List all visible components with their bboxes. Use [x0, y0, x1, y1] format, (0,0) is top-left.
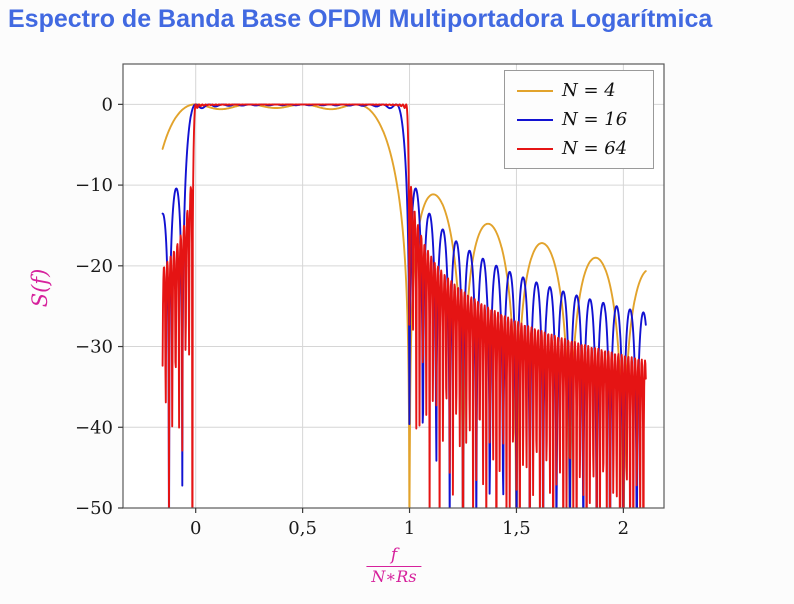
legend-item-n4: N = 4 [517, 80, 645, 101]
legend-item-n64: N = 64 [517, 138, 645, 159]
legend-label-n4: N = 4 [562, 80, 616, 101]
x-tick-label: 1 [404, 518, 415, 539]
x-tick-label: 0,5 [288, 518, 317, 539]
spectrum-curve-N64 [161, 103, 647, 508]
legend-swatch-n64-line [517, 147, 553, 150]
x-tick-label: 1,5 [502, 518, 531, 539]
x-axis-label: f N∗Rs [366, 545, 422, 586]
legend-label-n64: N = 64 [562, 138, 628, 159]
y-tick-label: −10 [75, 175, 113, 196]
x-tick-label: 2 [618, 518, 629, 539]
spectrum-curve-N16 [161, 103, 647, 508]
legend: N = 4 N = 16 N = 64 [504, 70, 654, 169]
legend-item-n16: N = 16 [517, 109, 645, 130]
y-tick-label: −20 [75, 256, 113, 277]
x-axis-label-numerator: f [390, 545, 398, 565]
legend-label-n16: N = 16 [562, 109, 628, 130]
y-tick-label: −30 [75, 337, 113, 358]
y-tick-label: 0 [102, 94, 113, 115]
x-axis-label-denominator: N∗Rs [366, 565, 422, 586]
legend-swatch-n4-line [517, 89, 553, 92]
y-tick-label: −50 [75, 498, 113, 519]
curves-group [161, 103, 647, 508]
y-tick-label: −40 [75, 417, 113, 438]
y-axis-label: S(f) [28, 268, 52, 308]
page-title: Espectro de Banda Base OFDM Multiportado… [8, 5, 713, 33]
x-tick-label: 0 [190, 518, 201, 539]
legend-swatch-n16-line [517, 118, 553, 121]
plot-frame [122, 63, 665, 509]
